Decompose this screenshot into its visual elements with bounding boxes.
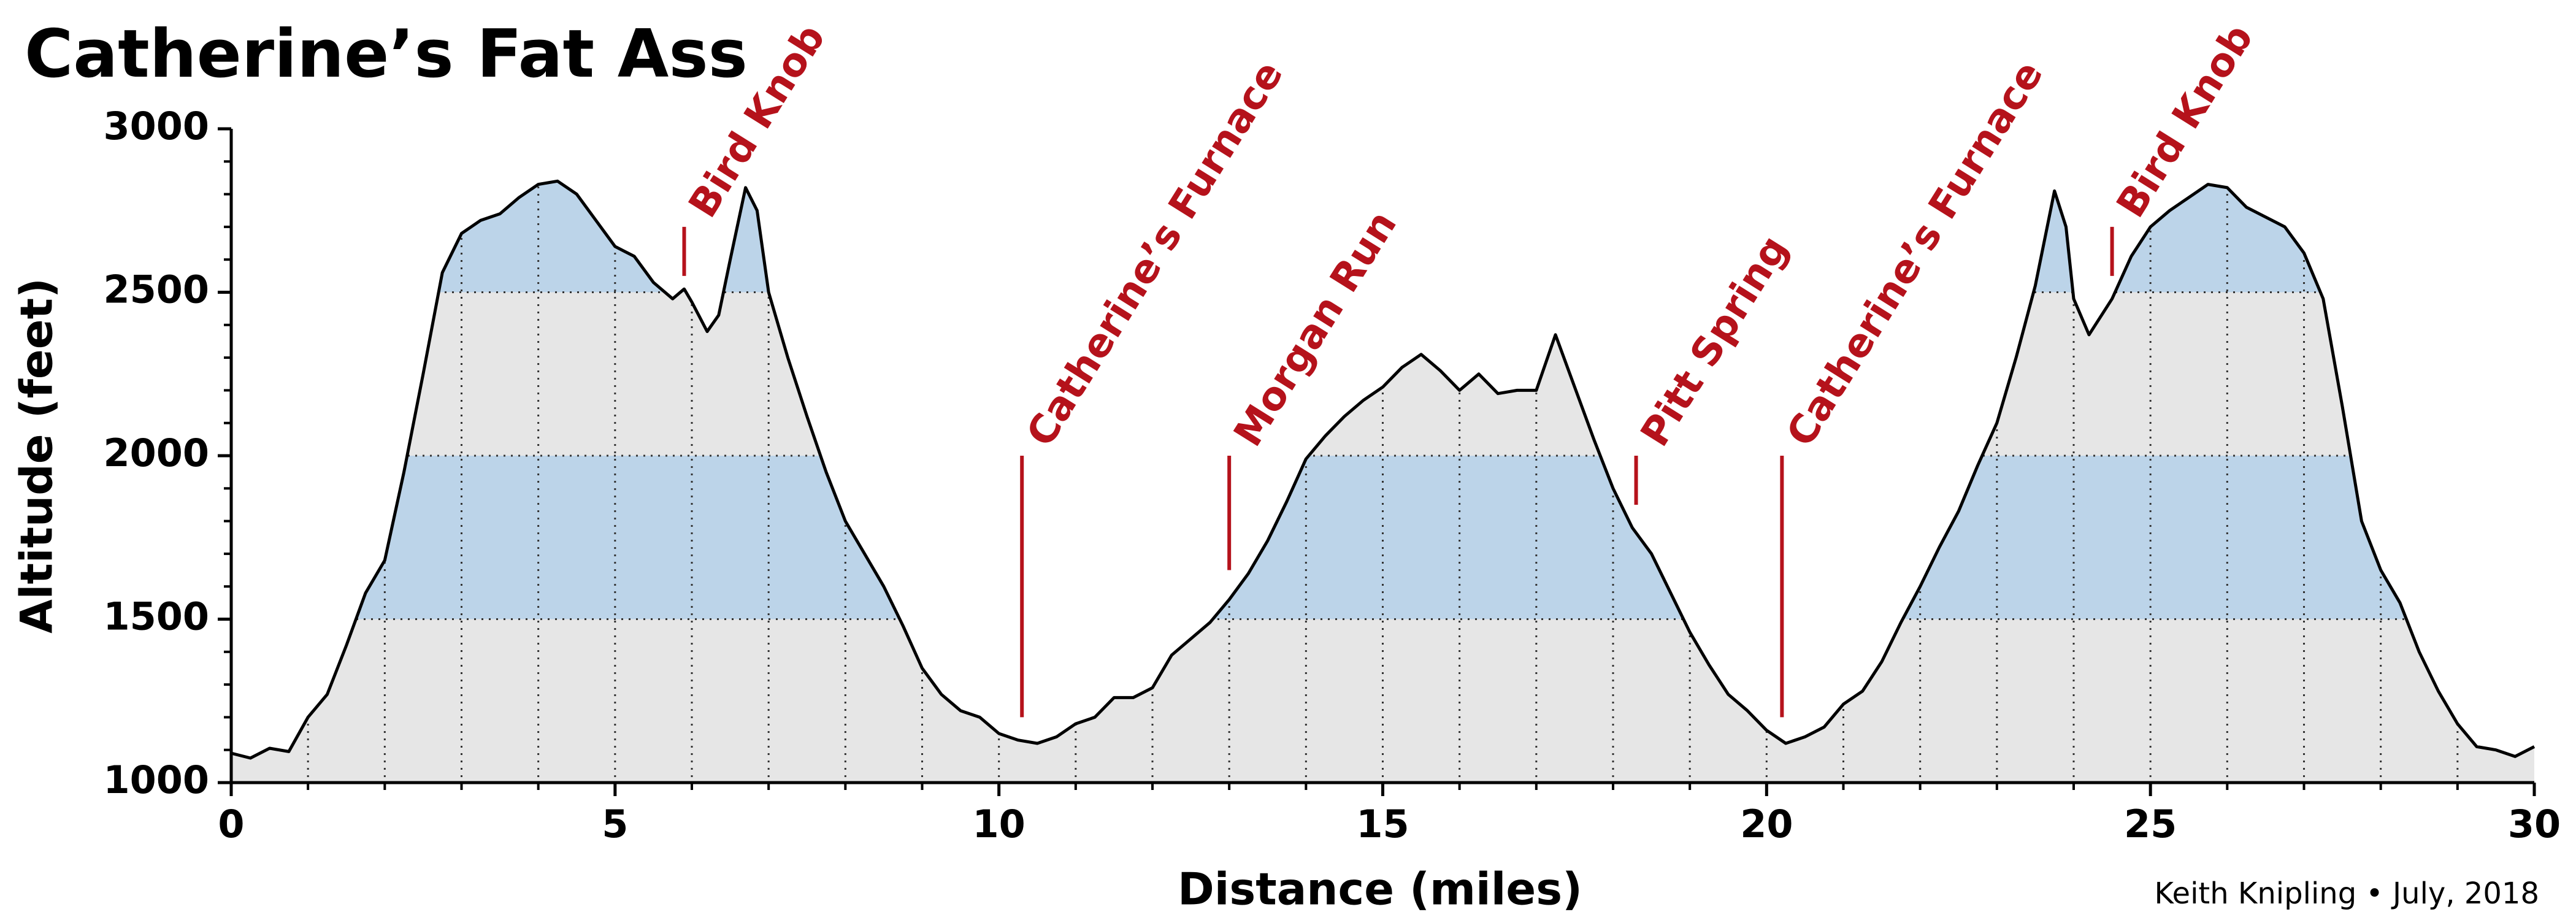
y-tick-label: 2500 <box>103 267 209 312</box>
credit: Keith Knipling • July, 2018 <box>2154 876 2539 911</box>
fill-group <box>231 181 2534 783</box>
chart-title: Catherine’s Fat Ass <box>25 16 748 93</box>
x-tick-label: 25 <box>2124 802 2177 846</box>
annotation-label: Pitt Spring <box>1632 228 1797 454</box>
y-axis-label: Altitude (feet) <box>11 278 63 634</box>
y-tick-label: 3000 <box>103 104 209 148</box>
x-tick-label: 15 <box>1356 802 1409 846</box>
elevation-line <box>231 179 2536 760</box>
x-tick-label: 20 <box>1740 802 1793 846</box>
shaded-band <box>231 456 2534 619</box>
y-tick-label: 1500 <box>103 594 209 639</box>
x-tick-label: 30 <box>2508 802 2561 846</box>
y-tick-label: 2000 <box>103 431 209 475</box>
x-tick-label: 10 <box>973 802 1025 846</box>
y-tick-label: 1000 <box>103 757 209 802</box>
x-tick-label: 0 <box>218 802 244 846</box>
x-axis-label: Distance (miles) <box>1178 864 1582 915</box>
annotation-label: Bird Knob <box>2108 17 2262 226</box>
x-tick-label: 5 <box>602 802 628 846</box>
